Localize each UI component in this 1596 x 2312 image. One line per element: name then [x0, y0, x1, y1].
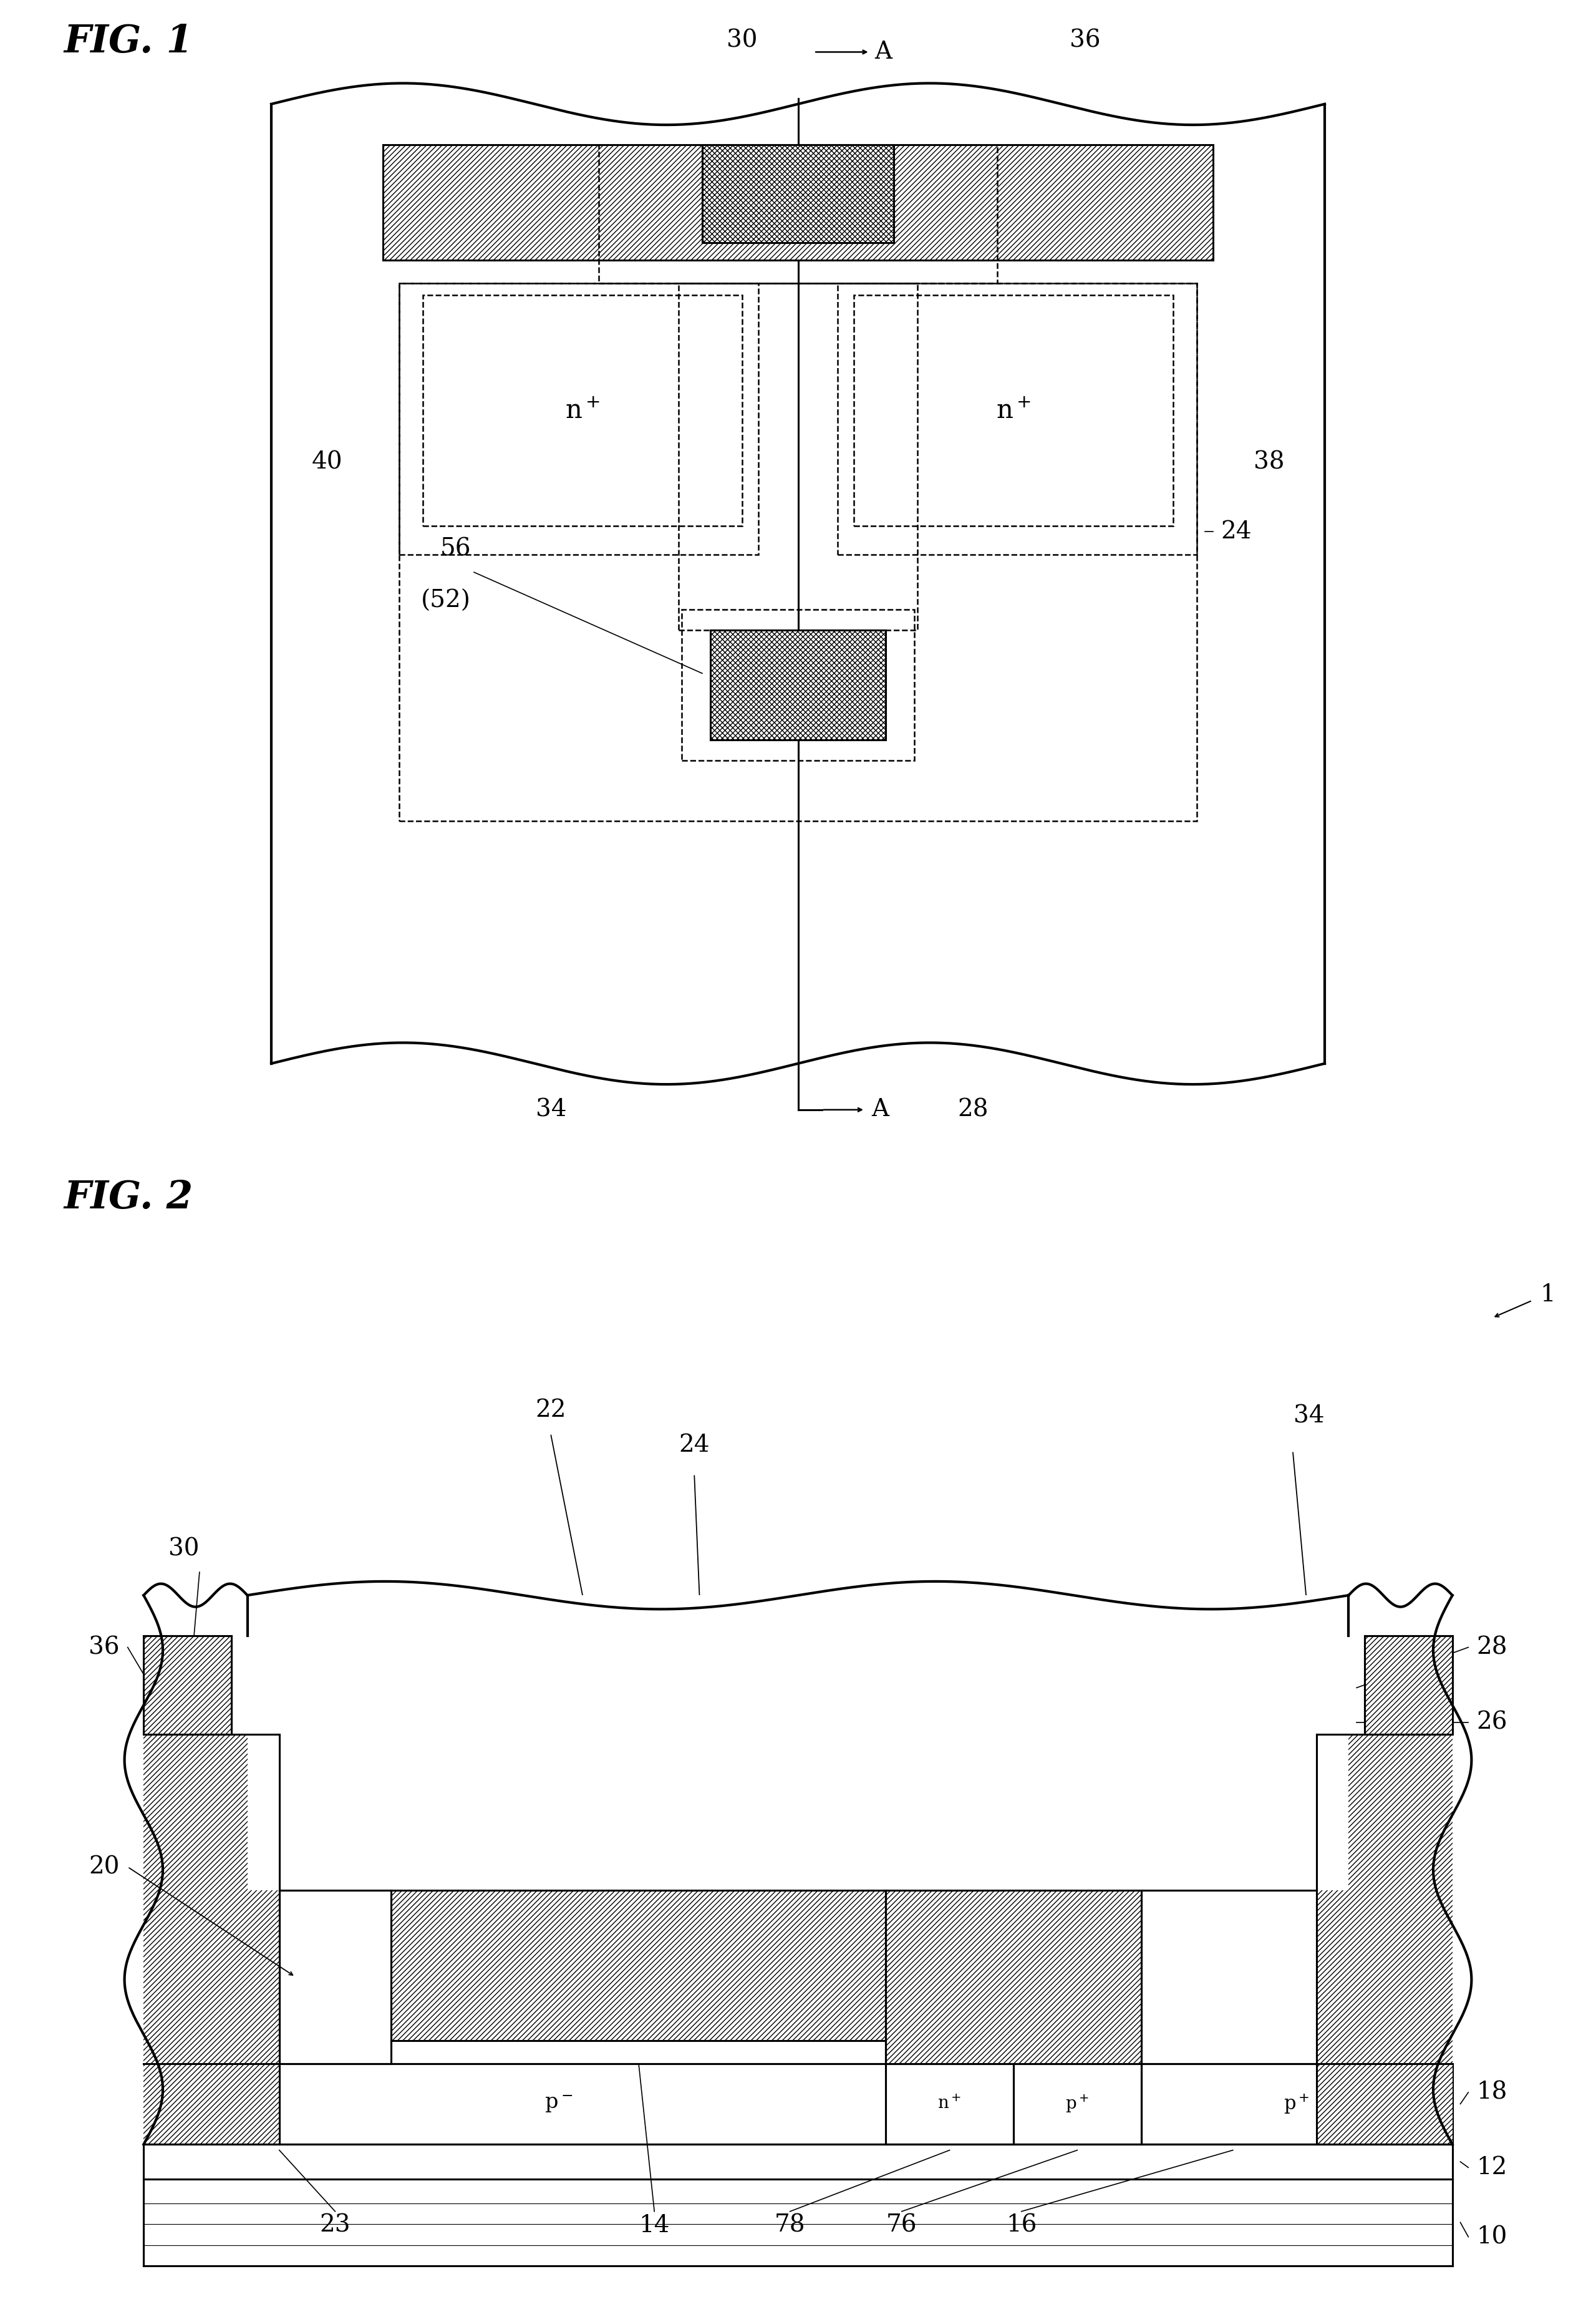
Bar — [702, 143, 894, 243]
Text: n$^+$: n$^+$ — [996, 398, 1031, 423]
Bar — [838, 284, 1197, 555]
Bar — [1013, 2062, 1141, 2146]
Bar — [399, 284, 1197, 821]
Bar — [854, 294, 1173, 525]
Text: 24: 24 — [678, 1433, 710, 1457]
Text: 36: 36 — [1069, 30, 1101, 51]
Text: 24: 24 — [1221, 520, 1251, 543]
Text: 20: 20 — [89, 1857, 120, 1877]
Text: 34: 34 — [536, 1098, 567, 1121]
Text: 18: 18 — [1476, 2081, 1507, 2104]
Bar — [391, 1891, 886, 2041]
Text: n$^+$: n$^+$ — [938, 2095, 961, 2113]
Text: A: A — [871, 1098, 889, 1121]
Text: 26: 26 — [1476, 1711, 1507, 1734]
Text: 16: 16 — [1005, 2215, 1037, 2236]
Bar — [886, 1891, 1141, 2062]
Text: (52): (52) — [421, 590, 471, 613]
Bar — [247, 1595, 1349, 1891]
Text: 38: 38 — [1253, 451, 1285, 474]
Text: p$^-$: p$^-$ — [544, 2095, 573, 2113]
Bar — [1317, 1734, 1452, 2146]
Text: 30: 30 — [168, 1537, 200, 1561]
Text: 40: 40 — [311, 451, 343, 474]
Text: 30: 30 — [726, 30, 758, 51]
Text: 28: 28 — [1476, 1637, 1507, 1658]
Text: FIG. 2: FIG. 2 — [64, 1179, 193, 1216]
Text: 1: 1 — [1540, 1283, 1556, 1306]
Bar — [681, 608, 915, 761]
Text: 56: 56 — [440, 539, 471, 560]
Text: 10: 10 — [1476, 2226, 1507, 2247]
Text: 28: 28 — [958, 1098, 988, 1121]
Bar — [598, 143, 998, 282]
Text: 22: 22 — [535, 1399, 567, 1422]
Bar — [383, 143, 1213, 261]
Bar — [423, 294, 742, 525]
Text: 12: 12 — [1476, 2157, 1507, 2178]
Bar — [1141, 1891, 1317, 2062]
Text: p$^+$: p$^+$ — [1283, 2092, 1310, 2115]
Text: n$^+$: n$^+$ — [565, 398, 600, 423]
Bar — [886, 2062, 1013, 2146]
Bar — [279, 1891, 391, 2062]
Text: 76: 76 — [886, 2215, 918, 2236]
Bar — [678, 284, 918, 631]
Bar — [144, 1734, 279, 2146]
Text: 14: 14 — [638, 2215, 670, 2236]
Text: 56(52): 56(52) — [883, 1759, 953, 1780]
Text: p$^+$: p$^+$ — [1066, 2092, 1088, 2115]
Text: 34: 34 — [1293, 1406, 1325, 1427]
Text: 23: 23 — [319, 2215, 351, 2236]
Text: FIG. 1: FIG. 1 — [64, 23, 193, 60]
Bar — [710, 631, 886, 740]
Bar — [1141, 2062, 1452, 2146]
Bar — [144, 1637, 231, 1734]
Bar — [399, 284, 758, 555]
Text: 36: 36 — [89, 1637, 120, 1658]
Text: 78: 78 — [774, 2215, 806, 2236]
Bar — [1365, 1637, 1452, 1734]
Text: A: A — [875, 42, 892, 62]
